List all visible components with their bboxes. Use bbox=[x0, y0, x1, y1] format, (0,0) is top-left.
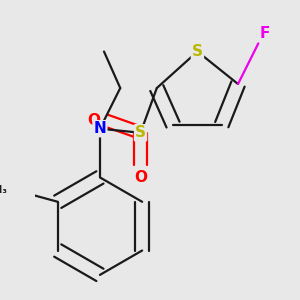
Text: S: S bbox=[135, 125, 146, 140]
Text: CH₃: CH₃ bbox=[0, 184, 7, 195]
Text: N: N bbox=[94, 121, 106, 136]
Text: S: S bbox=[192, 44, 203, 59]
Text: F: F bbox=[259, 26, 270, 41]
Text: O: O bbox=[134, 170, 147, 185]
Text: O: O bbox=[87, 113, 100, 128]
